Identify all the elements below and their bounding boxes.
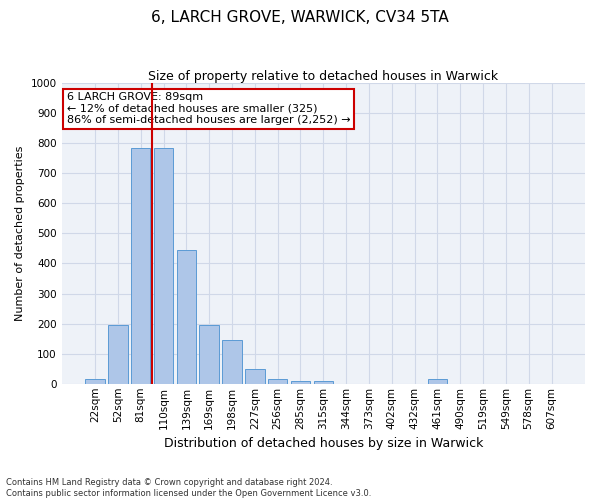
Text: Contains HM Land Registry data © Crown copyright and database right 2024.
Contai: Contains HM Land Registry data © Crown c… [6, 478, 371, 498]
Bar [176, 250, 196, 384]
Bar [268, 380, 287, 384]
Bar [291, 381, 310, 384]
Bar [314, 381, 333, 384]
Bar [131, 148, 151, 384]
Bar [154, 148, 173, 384]
Bar [199, 325, 219, 384]
Y-axis label: Number of detached properties: Number of detached properties [15, 146, 25, 321]
Text: 6, LARCH GROVE, WARWICK, CV34 5TA: 6, LARCH GROVE, WARWICK, CV34 5TA [151, 10, 449, 25]
Title: Size of property relative to detached houses in Warwick: Size of property relative to detached ho… [148, 70, 499, 83]
Bar [108, 325, 128, 384]
Bar [245, 368, 265, 384]
Bar [85, 380, 105, 384]
Bar [428, 380, 447, 384]
X-axis label: Distribution of detached houses by size in Warwick: Distribution of detached houses by size … [164, 437, 483, 450]
Text: 6 LARCH GROVE: 89sqm
← 12% of detached houses are smaller (325)
86% of semi-deta: 6 LARCH GROVE: 89sqm ← 12% of detached h… [67, 92, 350, 125]
Bar [222, 340, 242, 384]
